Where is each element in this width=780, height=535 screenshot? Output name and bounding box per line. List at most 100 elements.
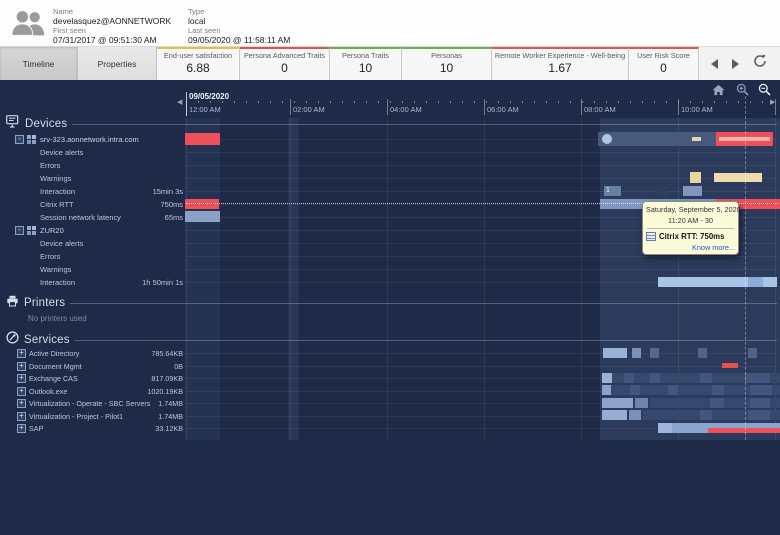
expand-toggle[interactable]: + bbox=[17, 423, 26, 433]
metric-card-persona-advanced-traits[interactable]: Persona Advanced Traits 0 bbox=[240, 47, 330, 80]
service-row-sap[interactable]: + SAP 33.12KB bbox=[0, 422, 185, 434]
zoom-in-icon[interactable] bbox=[736, 83, 749, 101]
hour-tick bbox=[678, 99, 679, 115]
timeline-bar[interactable] bbox=[657, 187, 667, 196]
metric-card-user-risk-score[interactable]: User Risk Score 0 bbox=[629, 47, 699, 80]
timeline-bar[interactable] bbox=[602, 385, 611, 395]
timeline-bar[interactable] bbox=[714, 173, 762, 182]
device-group-row-srv-323-aonnetwork-intra-com[interactable]: - srv-323.aonnetwork.intra.com bbox=[0, 133, 185, 145]
timeline-bar[interactable] bbox=[185, 133, 220, 145]
timeline-bar[interactable] bbox=[650, 373, 660, 383]
timeline-bar[interactable] bbox=[635, 398, 648, 408]
expand-toggle[interactable]: + bbox=[17, 411, 26, 421]
service-row-active-directory[interactable]: + Active Directory 785.64KB bbox=[0, 347, 185, 359]
timeline-bar[interactable] bbox=[658, 277, 777, 287]
tab-timeline[interactable]: Timeline bbox=[0, 47, 78, 80]
timeline-bar[interactable] bbox=[708, 428, 780, 433]
timeline-bar[interactable] bbox=[690, 172, 701, 183]
timeline-bar[interactable] bbox=[658, 423, 672, 433]
know-more-link[interactable]: Know more... bbox=[692, 243, 735, 252]
timeline-bar[interactable] bbox=[748, 348, 757, 358]
windows-icon-square bbox=[27, 134, 31, 139]
section-devices[interactable]: Devices bbox=[6, 114, 777, 130]
timeline-bar[interactable]: 1 bbox=[604, 186, 621, 196]
timeline-bar[interactable] bbox=[683, 186, 702, 196]
citrix-rtt-icon bbox=[646, 232, 656, 241]
timeline-bar[interactable] bbox=[630, 385, 640, 395]
device-metric-row-interaction[interactable]: Interaction 1h 50min 1s bbox=[0, 276, 185, 288]
expand-toggle[interactable]: + bbox=[17, 348, 26, 358]
timeline-nav bbox=[699, 47, 780, 80]
device-metric-row-warnings[interactable]: Warnings bbox=[0, 263, 185, 275]
timeline-bar[interactable] bbox=[700, 410, 712, 420]
timeline-bar[interactable] bbox=[745, 373, 770, 383]
metric-label: Persona Traits bbox=[341, 51, 390, 60]
timeline-bar[interactable] bbox=[612, 373, 780, 383]
timeline-bar[interactable] bbox=[692, 137, 701, 141]
timeline-bar[interactable] bbox=[185, 199, 219, 209]
zoom-out-icon[interactable] bbox=[758, 83, 771, 101]
back-arrow-icon[interactable] bbox=[711, 58, 718, 69]
timeline-bar[interactable] bbox=[700, 373, 712, 383]
service-row-virtualization-operate-sbc-servers[interactable]: + Virtualization - Operate - SBC Servers 1… bbox=[0, 397, 185, 409]
expand-toggle[interactable]: + bbox=[17, 373, 26, 383]
timeline-bar[interactable] bbox=[602, 134, 612, 144]
timeline-date: 09/05/2020 bbox=[189, 92, 230, 101]
timeline-bar[interactable] bbox=[748, 277, 763, 287]
timeline-bar[interactable] bbox=[598, 132, 716, 146]
timeline-bar[interactable] bbox=[185, 211, 220, 222]
timeline-bar[interactable] bbox=[668, 385, 678, 395]
metric-card-personas[interactable]: Personas 10 bbox=[402, 47, 492, 80]
timeline-bar[interactable] bbox=[629, 410, 641, 420]
service-row-document-mgmt[interactable]: + Document Mgmt 0B bbox=[0, 360, 185, 372]
service-row-virtualization-project-pilot1[interactable]: + Virtualization - Project - Pilot1 1.74MB bbox=[0, 410, 185, 422]
timeline-bar[interactable] bbox=[722, 363, 738, 368]
forward-arrow-icon[interactable] bbox=[732, 58, 739, 69]
collapse-toggle[interactable]: - bbox=[15, 225, 24, 235]
section-printers[interactable]: Printers bbox=[6, 295, 777, 309]
metric-card-persona-traits[interactable]: Persona Traits 10 bbox=[330, 47, 402, 80]
service-row-exchange-cas[interactable]: + Exchange CAS 817.09KB bbox=[0, 372, 185, 384]
timeline-bar[interactable] bbox=[602, 373, 612, 383]
expand-toggle[interactable]: + bbox=[17, 386, 26, 396]
device-metric-row-errors[interactable]: Errors bbox=[0, 250, 185, 262]
device-metric-row-device-alerts[interactable]: Device alerts bbox=[0, 146, 185, 158]
device-metric-row-citrix-rtt[interactable]: Citrix RTT 750ms bbox=[0, 198, 185, 210]
timeline-bar[interactable] bbox=[624, 373, 634, 383]
scroll-right-arrow[interactable]: ▶ bbox=[770, 99, 776, 106]
expand-toggle[interactable]: + bbox=[17, 398, 26, 408]
device-metric-row-interaction[interactable]: Interaction 15min 3s bbox=[0, 185, 185, 197]
device-metric-row-errors[interactable]: Errors bbox=[0, 159, 185, 171]
expand-toggle[interactable]: + bbox=[17, 361, 26, 371]
timeline-bar[interactable] bbox=[716, 199, 780, 209]
row-label: Exchange CAS bbox=[29, 373, 78, 383]
collapse-toggle[interactable]: - bbox=[15, 134, 24, 144]
home-icon[interactable] bbox=[712, 83, 725, 101]
timeline-bar[interactable] bbox=[748, 410, 770, 420]
service-row-outlook-exe[interactable]: + Outlook.exe 1020.19KB bbox=[0, 385, 185, 397]
timeline-bar[interactable] bbox=[602, 398, 633, 408]
timeline-bar[interactable] bbox=[602, 410, 627, 420]
scroll-left-arrow[interactable]: ◀ bbox=[177, 99, 183, 106]
metric-card-remote-worker-experience-well-being[interactable]: Remote Worker Experience - Well-being 1.6… bbox=[492, 47, 629, 80]
timeline-bar[interactable] bbox=[611, 385, 780, 395]
tab-properties[interactable]: Properties bbox=[78, 47, 157, 80]
timeline-bar[interactable] bbox=[750, 398, 770, 408]
timeline-bar[interactable] bbox=[698, 348, 707, 358]
device-metric-row-device-alerts[interactable]: Device alerts bbox=[0, 237, 185, 249]
device-metric-row-session-network-latency[interactable]: Session network latency 65ms bbox=[0, 211, 185, 223]
metric-card-end-user-satisfaction[interactable]: End-user satisfaction 6.88 bbox=[157, 47, 240, 80]
timeline-bar[interactable] bbox=[712, 385, 724, 395]
timeline-bar[interactable] bbox=[632, 348, 641, 358]
timeline-bar[interactable] bbox=[603, 348, 627, 358]
timeline-bar[interactable] bbox=[750, 385, 772, 395]
users-silhouette-icon bbox=[10, 8, 48, 43]
section-services[interactable]: Services bbox=[6, 330, 777, 346]
timeline-bar[interactable] bbox=[719, 137, 770, 141]
timeline-bar[interactable] bbox=[650, 348, 659, 358]
device-metric-row-warnings[interactable]: Warnings bbox=[0, 172, 185, 184]
name-field: Name develasquez@AONNETWORK bbox=[53, 7, 171, 26]
timeline-bar[interactable] bbox=[710, 398, 724, 408]
refresh-icon[interactable] bbox=[753, 54, 767, 73]
device-group-row-zur20[interactable]: - ZUR20 bbox=[0, 224, 185, 236]
